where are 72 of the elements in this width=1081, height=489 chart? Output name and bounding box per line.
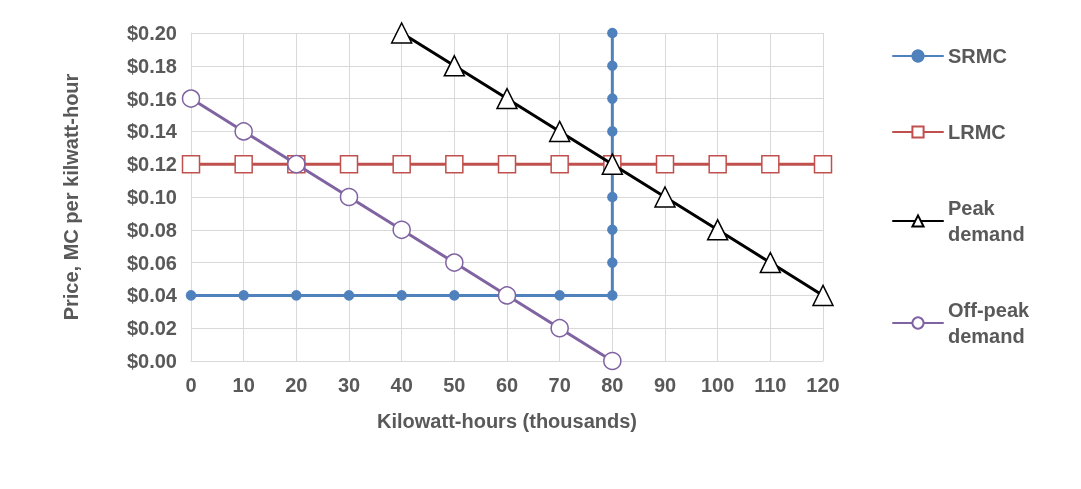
point [603,351,622,371]
x-tick-label: 100 [700,374,735,396]
y-tick-label: $0.16 [126,87,177,110]
point [607,290,618,301]
point [339,187,359,207]
legend-label: LRMC [948,121,1006,143]
point [813,154,833,174]
x-tick-label: 50 [443,374,466,396]
point [548,120,571,143]
legend-label: Off-peak demand [948,299,1035,347]
point [445,253,464,272]
x-tick-label: 20 [285,374,308,396]
y-tick-label: $0.04 [126,284,178,307]
point [554,290,565,301]
point [181,89,201,108]
point [390,22,413,44]
x-tick-label: 80 [601,374,624,396]
legend-label: SRMC [948,45,1007,67]
point [706,219,729,241]
point [708,154,727,174]
y-axis-title: Price, MC per kilwatt-hour [60,73,82,321]
point [607,224,618,236]
point [445,154,464,174]
x-tick-label: 30 [337,374,361,396]
point [185,290,197,301]
y-tick-label: $0.20 [126,22,177,44]
point [761,154,780,174]
point [343,290,355,301]
y-tick-label: $0.00 [126,350,177,372]
x-tick-label: 90 [653,374,677,396]
point [449,290,460,301]
point [234,122,253,141]
point [607,191,618,203]
point [392,220,411,240]
point [496,87,518,110]
point [607,27,618,39]
x-tick-label: 40 [390,374,413,396]
x-tick-label: 0 [185,374,197,396]
point [654,186,676,208]
point [607,257,618,268]
point [550,318,569,338]
legend-label: Peak demand [948,197,1025,245]
point [607,60,618,72]
point [238,290,249,301]
point [655,154,675,174]
x-tick-label: 10 [232,374,255,396]
point [443,55,466,77]
point [812,284,834,307]
y-tick-label: $0.14 [126,120,178,143]
point [234,154,253,174]
point [607,126,618,137]
point [392,154,411,174]
point [497,154,517,174]
point [607,93,618,104]
x-tick-label: 110 [754,374,787,396]
point [550,154,569,174]
y-tick-label: $0.10 [126,186,177,208]
x-tick-label: 60 [495,374,519,396]
x-tick-label: 120 [806,374,840,396]
point [396,290,407,301]
point [181,154,201,174]
point [291,290,302,301]
y-tick-label: $0.06 [126,251,177,274]
point [497,286,517,305]
x-tick-label: 70 [548,374,571,396]
point [339,154,359,174]
x-axis-title: Kilowatt-hours (thousands) [377,410,637,432]
y-tick-label: $0.02 [126,317,177,340]
y-tick-label: $0.18 [126,54,177,77]
y-tick-label: $0.08 [126,218,177,241]
y-tick-label: $0.12 [126,153,177,176]
point [759,251,782,274]
